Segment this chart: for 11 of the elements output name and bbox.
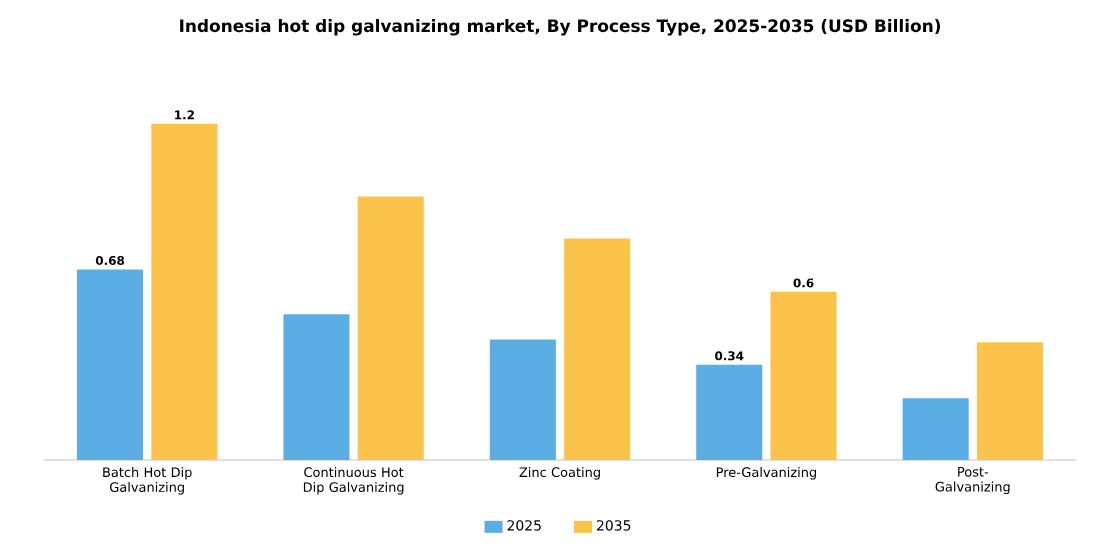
bar xyxy=(151,123,218,460)
chart-title: Indonesia hot dip galvanizing market, By Process Type, 2025-2035 (USD Billion) xyxy=(180,19,941,36)
bar xyxy=(696,364,763,460)
bar xyxy=(564,238,631,460)
bar xyxy=(489,339,556,460)
bar xyxy=(976,342,1043,460)
bar xyxy=(902,398,969,460)
bar xyxy=(770,291,837,460)
bar xyxy=(283,314,350,460)
bar xyxy=(77,269,144,460)
bar xyxy=(357,196,424,460)
